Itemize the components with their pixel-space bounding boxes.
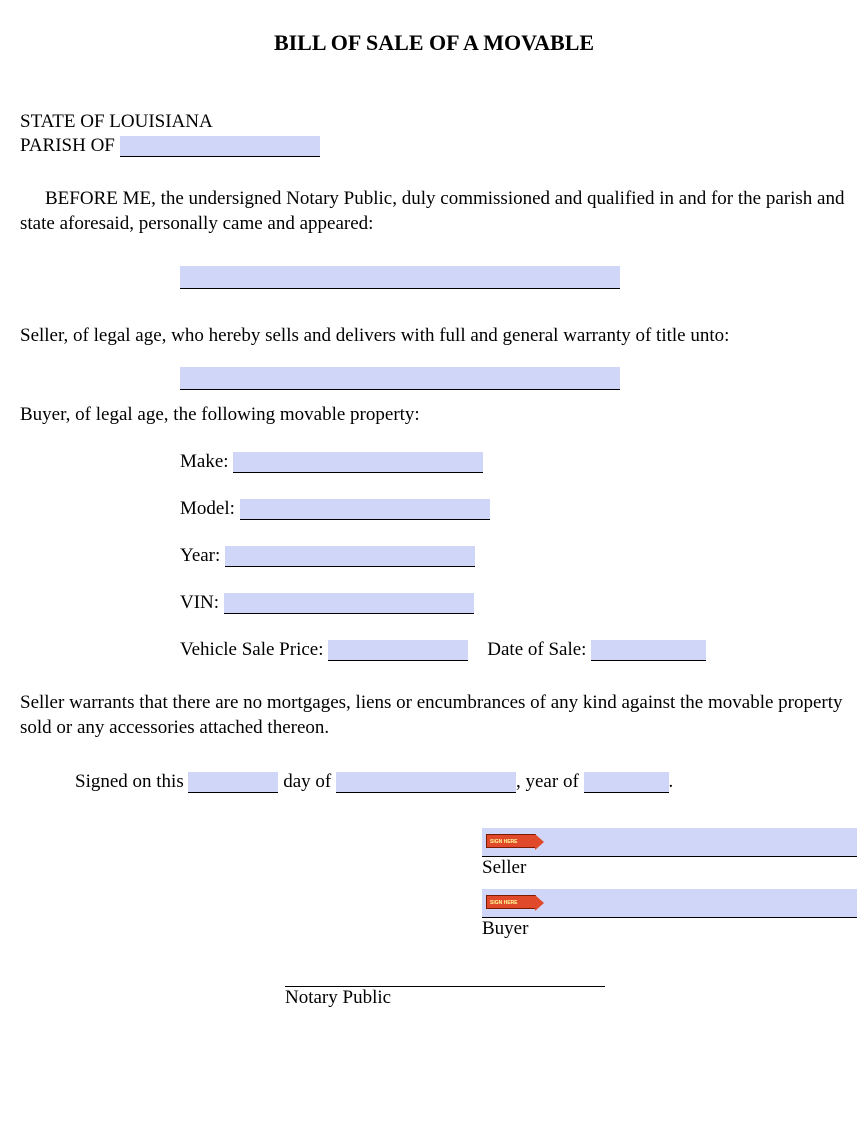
parish-label: PARISH OF	[20, 135, 115, 156]
signed-dayof: day of	[283, 771, 331, 792]
year-row: Year:	[180, 545, 848, 567]
model-row: Model:	[180, 498, 848, 520]
price-label: Vehicle Sale Price:	[180, 639, 324, 660]
buyer-line: Buyer, of legal age, the following movab…	[20, 404, 848, 426]
vin-label: VIN:	[180, 592, 219, 613]
model-input[interactable]	[240, 499, 490, 520]
state-line: STATE OF LOUISIANA	[20, 111, 848, 133]
signed-month-input[interactable]	[336, 772, 516, 793]
model-label: Model:	[180, 498, 235, 519]
parish-line: PARISH OF	[20, 135, 848, 157]
document-title: BILL OF SALE OF A MOVABLE	[20, 30, 848, 56]
seller-line: Seller, of legal age, who hereby sells a…	[20, 325, 848, 347]
date-input[interactable]	[591, 640, 706, 661]
price-input[interactable]	[328, 640, 468, 661]
signed-period: .	[669, 771, 674, 792]
vin-input[interactable]	[224, 593, 474, 614]
seller-signature-input[interactable]: SIGN HERE	[482, 828, 857, 857]
warranty-paragraph: Seller warrants that there are no mortga…	[20, 691, 848, 740]
signed-prefix: Signed on this	[75, 771, 184, 792]
make-label: Make:	[180, 451, 229, 472]
notary-label: Notary Public	[285, 987, 848, 1009]
signed-year-input[interactable]	[584, 772, 669, 793]
sign-here-tag-icon: SIGN HERE	[486, 895, 536, 909]
seller-name-input[interactable]	[180, 266, 620, 289]
seller-signature-label: Seller	[482, 857, 848, 879]
signed-line: Signed on this day of , year of .	[75, 771, 848, 793]
buyer-signature-input[interactable]: SIGN HERE	[482, 889, 857, 918]
vin-row: VIN:	[180, 592, 848, 614]
signed-yearof: , year of	[516, 771, 579, 792]
signed-day-input[interactable]	[188, 772, 278, 793]
intro-paragraph: BEFORE ME, the undersigned Notary Public…	[20, 187, 848, 236]
sign-here-tag-icon: SIGN HERE	[486, 834, 536, 848]
date-label: Date of Sale:	[487, 639, 586, 660]
parish-input[interactable]	[120, 136, 320, 157]
buyer-name-input[interactable]	[180, 367, 620, 390]
year-label: Year:	[180, 545, 220, 566]
buyer-signature-label: Buyer	[482, 918, 848, 940]
make-row: Make:	[180, 451, 848, 473]
price-date-row: Vehicle Sale Price: Date of Sale:	[180, 639, 848, 661]
year-input[interactable]	[225, 546, 475, 567]
make-input[interactable]	[233, 452, 483, 473]
